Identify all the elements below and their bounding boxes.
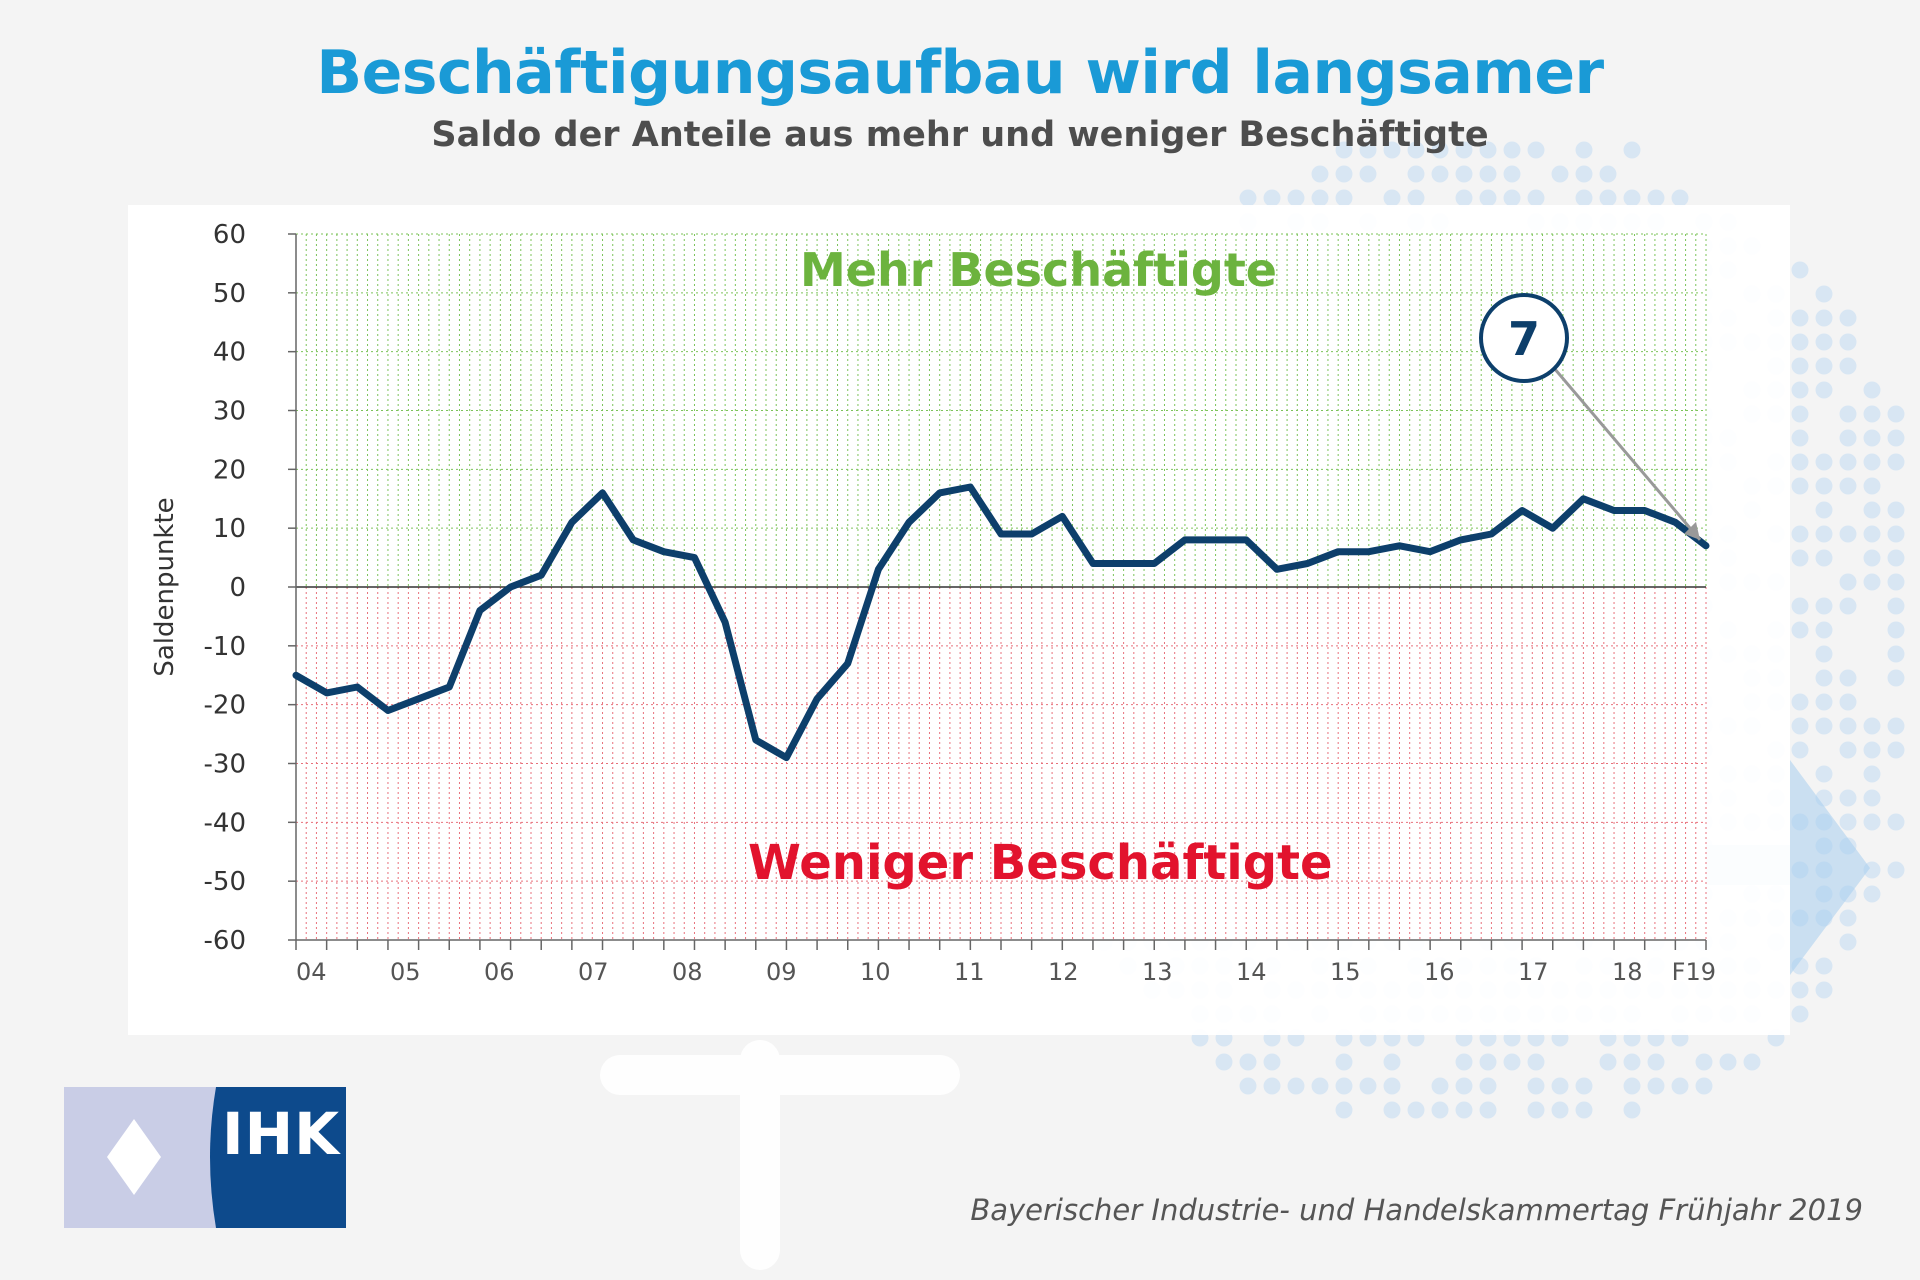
chart-title: Beschäftigungsaufbau wird langsamer [316,38,1604,108]
data-point [324,690,329,695]
y-tick-label: 40 [213,338,246,368]
data-point [692,555,697,560]
x-tick-label: 13 [1142,958,1173,986]
data-point [1274,567,1279,572]
callout-arrowhead [1684,521,1700,540]
data-point [1428,549,1433,554]
data-point [1244,537,1249,542]
data-point [1550,526,1555,531]
y-tick-label: 60 [213,220,246,250]
y-tick-label: -10 [204,632,246,662]
data-point [1673,520,1678,525]
y-tick-label: 10 [213,514,246,544]
negative-zone-label: Weniger Beschäftigte [748,835,1333,891]
x-tick-label: 16 [1424,958,1455,986]
data-point [294,673,298,678]
data-point [661,549,666,554]
data-point [355,685,360,690]
y-tick-label: -40 [204,808,246,838]
callout-circle [1479,293,1569,383]
data-point [416,696,421,701]
positive-zone-label: Mehr Beschäftigte [800,243,1278,297]
data-point [1213,537,1218,542]
data-point [1029,532,1034,537]
x-tick-label: 05 [390,958,421,986]
data-point [1397,543,1402,548]
source-note: Bayerischer Industrie- und Handelskammer… [970,1193,1863,1227]
data-point [1489,532,1494,537]
data-point [815,696,820,701]
y-tick-label: -60 [204,926,246,956]
data-point [1581,496,1586,501]
data-point [447,685,452,690]
data-point [631,537,636,542]
y-tick-label: -20 [204,691,246,721]
diamond-icon [107,1119,161,1195]
y-tick-label: -50 [204,867,246,897]
y-tick-label: -30 [204,750,246,780]
ihk-logo [64,1087,346,1228]
data-point [907,520,912,525]
data-point [1152,561,1157,566]
data-point [999,532,1003,537]
x-tick-label: 04 [296,958,327,986]
y-tick-label: 0 [229,573,246,603]
data-point [753,737,758,742]
data-point [1642,508,1647,513]
x-tick-label: 12 [1048,958,1079,986]
data-point [1612,508,1617,513]
data-point [876,567,881,572]
data-point [784,755,789,760]
data-point [600,490,605,495]
callout-value: 7 [1508,312,1540,366]
data-point [1366,549,1371,554]
data-point [477,608,482,613]
x-tick-label: 14 [1236,958,1267,986]
x-tick-label: F19 [1672,958,1716,986]
data-point [1704,543,1708,548]
data-point [1305,561,1310,566]
data-point [1336,549,1341,554]
x-tick-label: 11 [954,958,985,986]
x-tick-label: 09 [766,958,797,986]
x-tick-label: 07 [578,958,609,986]
data-point [845,661,850,666]
data-point [385,708,390,713]
data-point [1121,561,1126,566]
data-point [1520,508,1525,513]
logo-text: IHK [222,1100,341,1168]
y-tick-label: 50 [213,279,246,309]
data-point [968,484,973,489]
data-point [539,573,544,578]
x-tick-label: 17 [1518,958,1549,986]
data-point [508,585,513,589]
data-point [1090,561,1095,566]
x-tick-label: 18 [1612,958,1643,986]
data-point [569,520,574,525]
data-point [1182,537,1187,542]
chart-subtitle: Saldo der Anteile aus mehr und weniger B… [431,115,1489,155]
y-tick-label: 30 [213,397,246,427]
y-tick-label: 20 [213,455,246,485]
data-point [1060,514,1065,519]
x-tick-label: 08 [672,958,703,986]
data-point [723,620,728,625]
x-tick-label: 15 [1330,958,1361,986]
data-point [937,490,942,495]
data-point [1458,537,1463,542]
x-tick-label: 10 [860,958,891,986]
callout-pointer [1552,367,1702,541]
x-tick-label: 06 [484,958,515,986]
